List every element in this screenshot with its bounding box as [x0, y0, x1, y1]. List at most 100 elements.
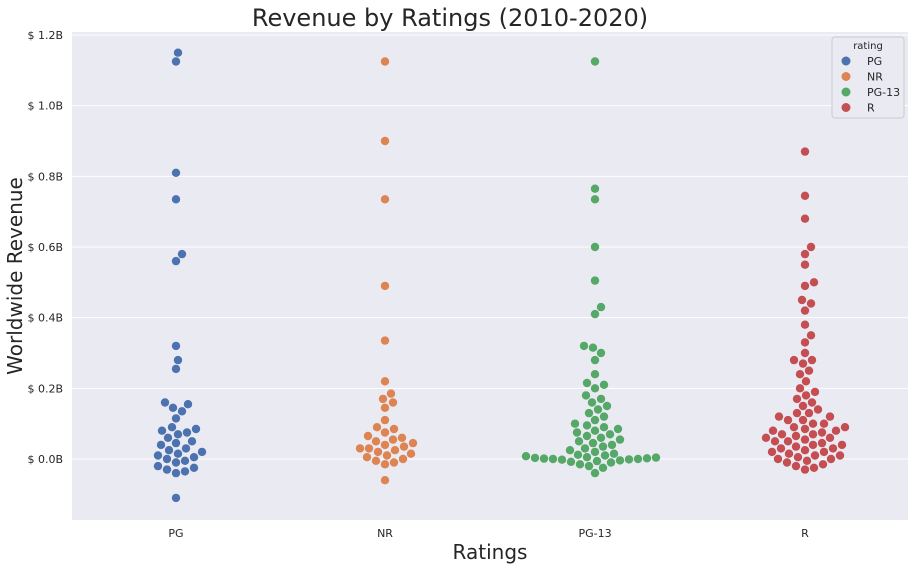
point-nr-29 — [371, 456, 381, 465]
point-nr-20 — [399, 442, 409, 451]
point-pg-13-42 — [600, 451, 610, 460]
point-r-12 — [806, 331, 816, 340]
point-r-46 — [761, 433, 771, 442]
point-pg-13-27 — [590, 426, 600, 435]
point-pg-13-46 — [530, 453, 540, 463]
point-r-38 — [800, 424, 810, 434]
point-pg-13-56 — [606, 458, 616, 467]
point-pg-12 — [177, 407, 187, 416]
point-pg-13-38 — [565, 446, 575, 455]
point-pg-30 — [180, 456, 190, 465]
point-r-2 — [800, 214, 810, 223]
point-r-36 — [789, 423, 799, 432]
point-pg-37 — [171, 493, 181, 503]
point-pg-13-57 — [575, 460, 585, 469]
point-r-19 — [795, 370, 805, 379]
point-r-1 — [800, 191, 810, 200]
legend-marker-pg — [841, 56, 851, 66]
point-nr-18 — [408, 438, 418, 448]
y-tick-labels: $ 0.0B $ 0.2B $ 0.4B $ 0.6B $ 0.8B $ 1.0B $ 1.… — [27, 29, 63, 466]
point-nr-11 — [372, 423, 382, 432]
point-pg-22 — [156, 440, 166, 450]
point-pg-34 — [162, 465, 172, 474]
point-nr-23 — [390, 446, 400, 455]
point-nr-12 — [389, 424, 399, 434]
point-pg-13-48 — [539, 454, 549, 463]
point-pg-13-8 — [588, 343, 598, 352]
point-pg-13-51 — [624, 455, 634, 464]
point-pg-9 — [160, 398, 170, 407]
point-r-23 — [801, 391, 811, 400]
point-pg-13-3 — [590, 242, 600, 252]
point-pg-14 — [167, 423, 177, 432]
point-pg-8 — [171, 364, 181, 374]
point-pg-13-54 — [592, 456, 602, 466]
point-r-64 — [773, 454, 783, 464]
point-r-31 — [774, 412, 784, 421]
point-pg-19 — [163, 433, 173, 442]
data-points — [153, 48, 850, 503]
x-tick-label-pg-13: PG-13 — [578, 527, 611, 540]
x-tick-label-r: R — [801, 527, 809, 540]
point-pg-13-10 — [590, 355, 600, 365]
point-pg-13-55 — [566, 457, 576, 466]
x-tick-labels: PG NR PG-13 R — [168, 527, 809, 540]
point-nr-32 — [380, 476, 390, 485]
point-r-59 — [784, 449, 794, 458]
point-r-8 — [797, 295, 807, 305]
point-nr-15 — [397, 433, 407, 442]
point-r-60 — [810, 451, 820, 460]
point-nr-28 — [398, 454, 408, 464]
point-pg-13-23 — [570, 419, 580, 428]
point-r-41 — [817, 428, 827, 437]
point-pg-13-47 — [642, 454, 652, 463]
point-r-14 — [800, 348, 810, 358]
legend-label-r: R — [867, 102, 875, 115]
point-r-21 — [795, 384, 805, 393]
point-r-17 — [798, 359, 808, 368]
point-pg-13-59 — [598, 463, 608, 472]
point-r-49 — [770, 437, 780, 446]
point-r-30 — [825, 412, 835, 421]
point-pg-0 — [173, 48, 183, 57]
y-tick-label: $ 1.2B — [27, 29, 63, 42]
point-r-55 — [828, 444, 838, 453]
point-r-44 — [791, 431, 801, 441]
point-nr-13 — [380, 428, 390, 437]
point-pg-13-40 — [609, 449, 619, 458]
point-pg-2 — [171, 168, 181, 177]
point-r-67 — [818, 460, 828, 469]
point-pg-31 — [171, 458, 181, 467]
point-r-28 — [804, 408, 814, 418]
point-nr-8 — [388, 398, 398, 407]
point-r-3 — [806, 242, 816, 252]
point-pg-36 — [171, 468, 181, 478]
point-r-62 — [793, 453, 803, 462]
point-r-34 — [808, 419, 818, 428]
point-r-54 — [776, 444, 786, 453]
point-pg-13-45 — [651, 453, 661, 462]
x-axis-title: Ratings — [453, 540, 528, 564]
point-pg-26 — [173, 449, 183, 458]
point-pg-25 — [197, 447, 207, 457]
point-nr-4 — [380, 336, 390, 345]
point-pg-21 — [171, 438, 181, 448]
point-pg-13-26 — [613, 424, 623, 434]
point-pg-17 — [182, 428, 192, 437]
point-pg-13-7 — [579, 341, 589, 351]
legend: rating PG NR PG-13 R — [831, 36, 905, 119]
point-pg-5 — [171, 256, 181, 266]
point-r-56 — [800, 446, 810, 455]
point-nr-27 — [362, 453, 372, 462]
chart-title: Revenue by Ratings (2010-2020) — [252, 4, 648, 32]
point-pg-3 — [171, 195, 181, 204]
point-pg-13 — [171, 414, 181, 423]
point-pg-16 — [157, 426, 167, 435]
point-pg-13-16 — [596, 394, 606, 404]
point-r-40 — [768, 426, 778, 435]
point-pg-13-12 — [582, 378, 592, 388]
point-pg-24 — [164, 446, 174, 455]
y-tick-label: $ 0.6B — [27, 241, 63, 254]
y-tick-label: $ 0.2B — [27, 382, 63, 395]
